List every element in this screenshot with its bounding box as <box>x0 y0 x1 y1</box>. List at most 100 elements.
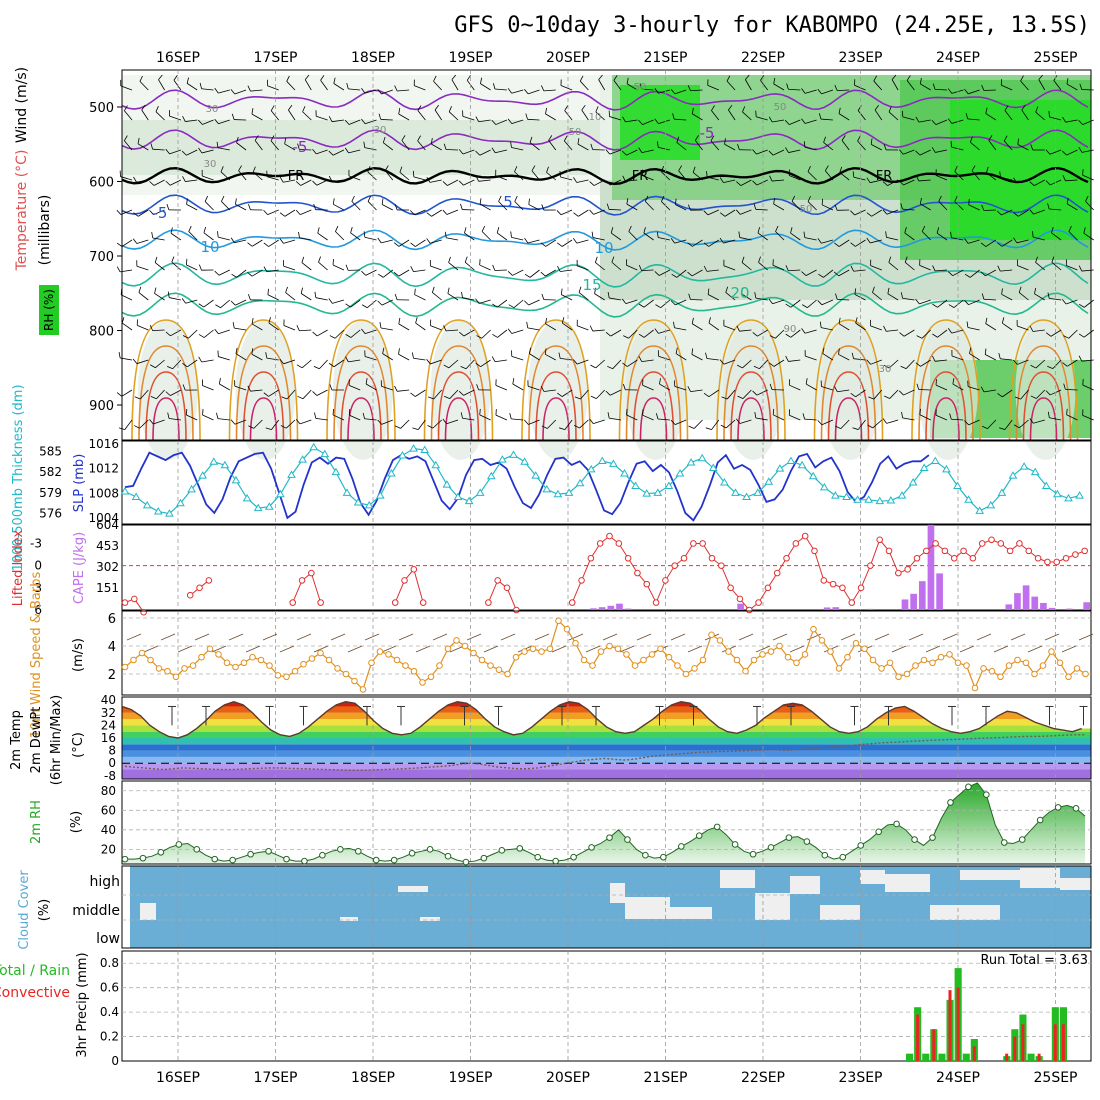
wind-barb <box>886 236 899 241</box>
thickness-marker <box>942 464 951 473</box>
wind10-barb <box>602 633 618 641</box>
wind10-marker <box>512 653 520 661</box>
wind-barb-feather <box>479 408 481 415</box>
wind-barb-feather <box>819 321 822 328</box>
rh-contour-label: 50 <box>634 82 647 93</box>
li-marker <box>997 540 1005 547</box>
wind-barb <box>497 329 508 338</box>
wind-barb <box>432 292 442 301</box>
wind-barb-feather <box>525 113 528 120</box>
wind-barb-feather <box>622 175 626 182</box>
freezing-label: FR <box>632 169 649 184</box>
wind-barb-feather <box>279 176 284 183</box>
thickness-marker <box>242 493 252 502</box>
rh-legend-swatch <box>39 285 59 335</box>
wind-barb <box>494 88 507 91</box>
wind-barb-feather <box>735 418 741 424</box>
wind-barb-feather <box>1018 286 1022 293</box>
wind-barb <box>935 384 948 391</box>
wind-barb-feather <box>540 242 546 247</box>
wind-barb-feather <box>312 180 318 186</box>
wind10-barb <box>364 633 380 641</box>
wind-barb-feather <box>675 198 677 205</box>
rh-marker <box>731 841 739 848</box>
wind-barb-feather <box>851 352 854 359</box>
wind-barb-feather <box>866 237 871 244</box>
wind-barb-feather <box>574 424 580 429</box>
wind-barb <box>706 269 719 272</box>
wind-barb-feather <box>1047 365 1053 370</box>
wind10-tick: 2 <box>108 668 116 683</box>
wind-barb-feather <box>345 264 349 271</box>
wind-barb-feather <box>332 408 334 415</box>
wind-barb-feather <box>998 352 1001 359</box>
wind-barb <box>790 299 801 308</box>
wind-barb-feather <box>199 82 202 89</box>
temp2m-label-2: 2m DewPt <box>29 707 44 774</box>
wind-barb-feather <box>801 304 808 308</box>
wind-barb-feather <box>785 265 789 271</box>
wind-barb <box>838 323 850 331</box>
wind-barb-feather <box>655 304 661 309</box>
thickness-marker <box>597 456 607 465</box>
wind-barb-feather <box>556 210 562 216</box>
wind-barb-feather <box>707 288 710 295</box>
wind-barb-feather <box>507 88 512 94</box>
wind-barb <box>1082 119 1094 126</box>
wind-barb <box>331 119 344 123</box>
wind-barb <box>382 353 394 361</box>
wind10-marker <box>521 648 528 655</box>
wind-barb <box>1036 389 1046 399</box>
wind-barb-feather <box>607 412 610 419</box>
bl-temp-contour <box>834 397 863 441</box>
wind-barb <box>302 111 312 121</box>
wind-barb-feather <box>1045 332 1052 337</box>
wind10-barb <box>415 645 431 653</box>
wind-barb <box>1002 389 1013 398</box>
rh-marker <box>570 853 577 861</box>
wind-barb <box>641 88 654 91</box>
wind-barb-feather <box>507 328 513 334</box>
wind-barb <box>463 389 475 396</box>
wind-barb <box>726 80 736 91</box>
wind10-marker <box>980 665 987 672</box>
bl-temp-contour <box>820 345 877 441</box>
thickness-marker <box>165 509 174 517</box>
thickness-marker <box>498 455 507 463</box>
wind-barb <box>545 113 557 121</box>
wind-barb-feather <box>678 165 683 171</box>
wind-barb-feather <box>564 105 569 111</box>
cape-bar <box>1022 585 1030 610</box>
wind10-barb <box>330 633 346 641</box>
wind10-barb <box>534 633 550 641</box>
thickness-marker <box>409 444 418 452</box>
wind-barb <box>201 88 214 91</box>
wind-barb <box>218 89 230 94</box>
wind10-barb <box>466 633 482 641</box>
wind-barb <box>740 293 752 301</box>
wind-barb <box>138 292 149 301</box>
cape-label: CAPE (J/kg) <box>72 532 87 604</box>
wind-barb-feather <box>817 420 823 426</box>
precip-conv-bar <box>932 1029 936 1061</box>
rh-contour-label: 30 <box>204 159 217 170</box>
temp-line <box>121 700 1082 739</box>
wind-barb <box>983 89 996 91</box>
wind-barb <box>838 354 850 361</box>
wind-barb-feather <box>232 322 235 329</box>
wind-barb-feather <box>367 195 372 202</box>
wind-barb <box>887 293 899 301</box>
wind-barb-feather <box>622 383 626 390</box>
wind-barb <box>1049 149 1062 155</box>
wind-barb <box>887 179 899 186</box>
wind-barb-feather <box>773 198 776 205</box>
wind-barb <box>954 171 964 181</box>
wind-barb <box>951 418 964 421</box>
wind-barb <box>1019 419 1029 429</box>
wind-barb <box>610 329 622 337</box>
wind-barb-feather <box>198 264 202 271</box>
wind-barb-feather <box>784 119 790 125</box>
wind-barb <box>1018 292 1029 301</box>
wind-barb <box>448 359 459 369</box>
wind-barb-feather <box>768 150 774 156</box>
